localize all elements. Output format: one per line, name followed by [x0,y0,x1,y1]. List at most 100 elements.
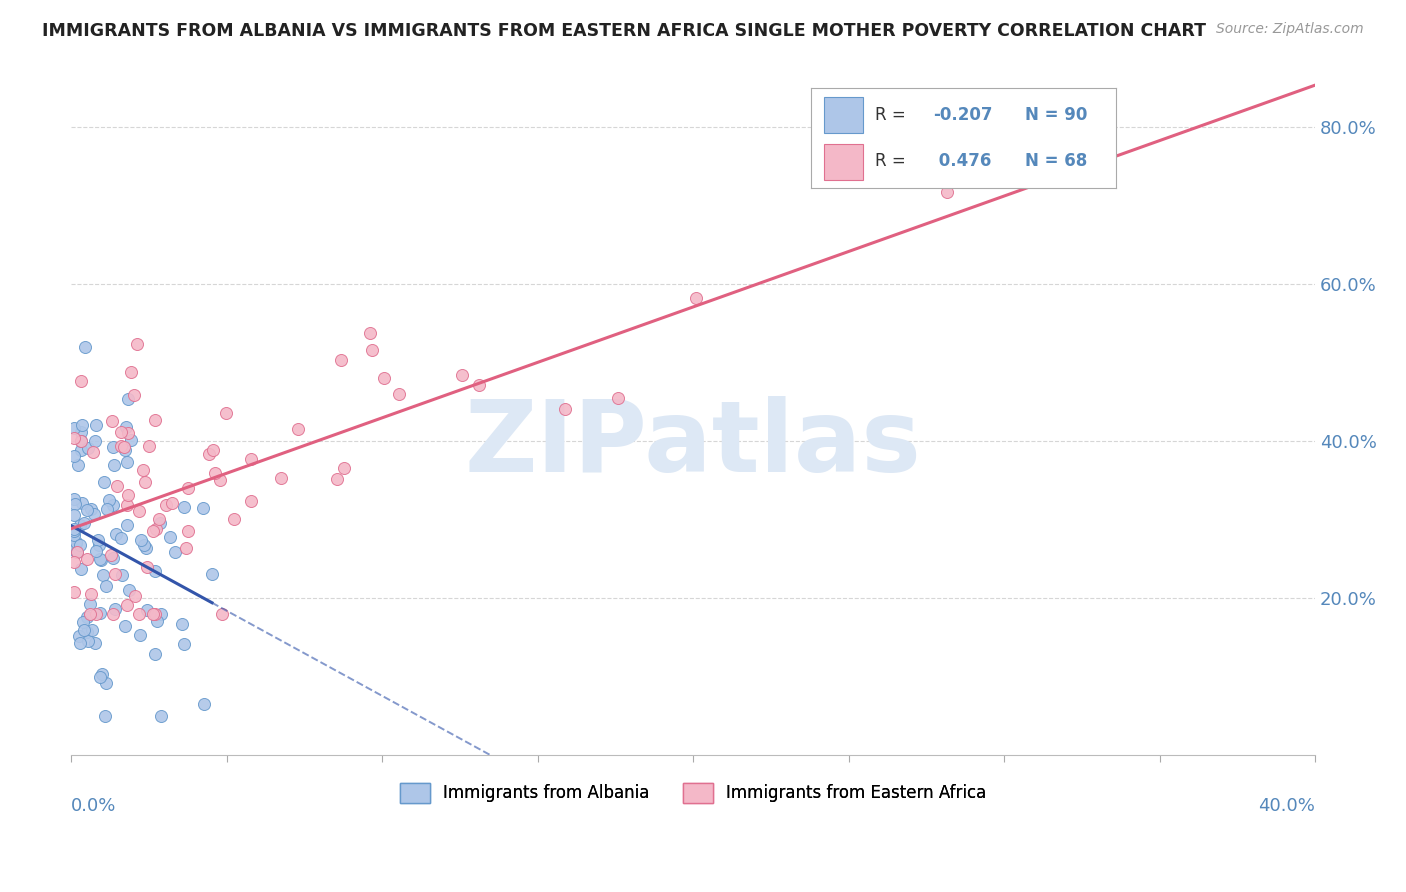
Point [73,340,96,354]
Point [173,637,195,651]
Point [170,617,193,632]
Point [142,524,165,538]
Text: Source: ZipAtlas.com: Source: ZipAtlas.com [1216,22,1364,37]
Point [177,524,200,538]
Point [936,186,959,200]
Point [329,352,352,367]
Point [128,504,150,518]
Point [150,709,173,723]
Text: 0.0%: 0.0% [72,797,117,814]
Point [63,528,86,542]
Point [142,607,165,621]
Point [110,425,132,439]
Point [84,607,107,621]
Point [554,402,576,417]
Point [143,647,166,661]
Point [287,422,309,436]
Point [239,451,262,466]
Point [110,439,132,453]
Point [146,614,169,628]
Point [239,494,262,508]
Point [70,443,93,458]
Point [94,709,117,723]
Point [115,419,138,434]
Point [326,472,349,486]
Text: IMMIGRANTS FROM ALBANIA VS IMMIGRANTS FROM EASTERN AFRICA SINGLE MOTHER POVERTY : IMMIGRANTS FROM ALBANIA VS IMMIGRANTS FR… [42,22,1206,40]
Point [201,442,224,457]
Point [143,564,166,578]
Point [63,555,86,569]
Point [215,406,238,420]
Point [125,336,148,351]
Point [86,533,108,547]
Point [117,488,139,502]
Point [159,530,181,544]
Point [79,597,101,611]
Point [72,615,94,630]
Point [70,434,93,448]
Point [135,541,157,555]
Point [63,543,86,558]
Point [101,440,124,454]
Point [174,541,197,556]
Point [115,598,138,612]
Point [66,458,89,473]
Point [63,431,86,445]
Point [96,578,118,592]
Point [143,607,166,621]
Point [104,602,127,616]
Point [73,516,96,530]
Point [115,499,138,513]
Point [136,603,159,617]
Point [80,623,103,637]
Point [135,559,157,574]
Point [155,498,177,512]
Point [270,471,292,485]
Point [76,552,98,566]
Point [69,374,91,388]
Point [145,523,167,537]
Point [117,455,139,469]
Point [105,527,128,541]
Point [94,676,117,690]
Point [361,343,384,357]
Point [101,414,124,428]
Point [69,538,91,552]
Point [84,434,107,448]
Point [120,433,142,447]
Point [173,500,195,514]
Point [63,508,86,522]
Point [124,589,146,603]
Point [76,503,98,517]
Point [114,619,136,633]
Point [118,582,141,597]
Point [177,482,200,496]
Point [63,420,86,434]
Point [373,370,395,384]
Point [143,413,166,427]
Point [76,610,98,624]
Point [96,502,118,516]
Point [82,445,104,459]
Point [132,538,155,552]
Text: 40.0%: 40.0% [1258,797,1315,814]
Point [103,458,125,472]
Point [70,562,93,576]
Point [107,479,129,493]
Point [66,545,89,559]
Point [63,541,86,556]
Point [69,434,91,448]
Point [65,535,87,549]
Point [84,635,107,649]
Point [129,533,152,548]
Point [79,607,101,621]
Point [98,493,121,508]
Point [120,365,142,379]
Point [70,496,93,510]
Point [83,507,105,521]
Point [149,607,172,621]
Point [66,544,89,558]
Point [69,636,91,650]
Point [63,492,86,507]
Point [160,496,183,510]
